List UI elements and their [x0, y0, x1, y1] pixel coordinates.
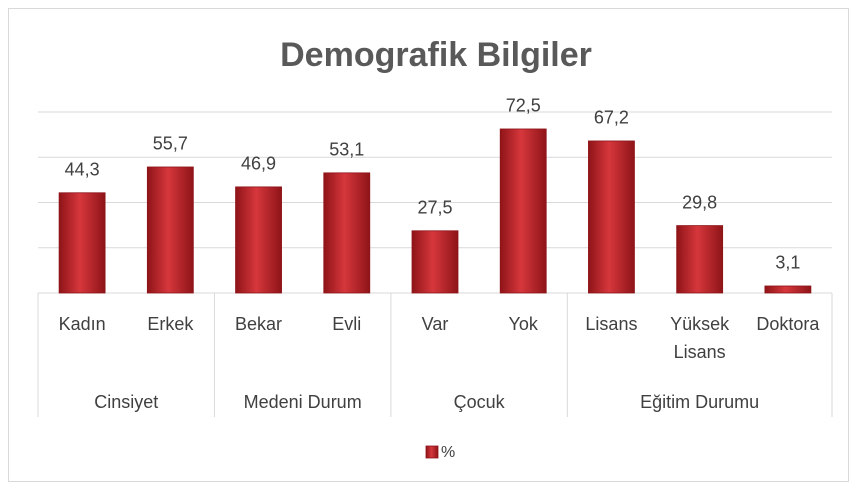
- x-tick-label-line: Yok: [509, 314, 539, 334]
- group-label: Eğitim Durumu: [640, 392, 759, 412]
- bar: [499, 128, 547, 294]
- data-label: 29,8: [682, 192, 717, 212]
- x-tick-label-line: Var: [422, 314, 449, 334]
- bar: [146, 166, 194, 294]
- x-tick-label-line: Erkek: [147, 314, 194, 334]
- x-tick-label: Yok: [509, 314, 539, 334]
- legend-label: %: [441, 444, 455, 461]
- group-label: Çocuk: [454, 392, 506, 412]
- data-label: 27,5: [417, 198, 452, 218]
- x-tick-label-line: Lisans: [585, 314, 637, 334]
- data-label: 46,9: [241, 154, 276, 174]
- x-tick-label-line: Lisans: [674, 342, 726, 362]
- data-label: 3,1: [775, 253, 800, 273]
- data-label: 72,5: [506, 96, 541, 116]
- bar: [676, 225, 724, 294]
- bar: [411, 230, 459, 294]
- group-label: Medeni Durum: [244, 392, 362, 412]
- bar: [764, 285, 812, 294]
- x-tick-label: Doktora: [756, 314, 820, 334]
- group-label: Cinsiyet: [94, 392, 158, 412]
- x-tick-label: Bekar: [235, 314, 282, 334]
- data-label: 67,2: [594, 108, 629, 128]
- data-label: 53,1: [329, 140, 364, 160]
- x-tick-label-line: Evli: [332, 314, 361, 334]
- data-label: 44,3: [65, 160, 100, 180]
- bar: [235, 186, 282, 294]
- x-tick-label: Erkek: [147, 314, 194, 334]
- x-tick-label-line: Doktora: [756, 314, 820, 334]
- bar: [58, 192, 106, 294]
- x-tick-label-line: Bekar: [235, 314, 282, 334]
- bar: [588, 140, 635, 294]
- bar: [323, 172, 371, 294]
- x-tick-label: Yüksek Lisans: [670, 314, 730, 362]
- x-tick-label: Evli: [332, 314, 361, 334]
- legend-swatch: [425, 445, 439, 459]
- x-tick-label: Lisans: [585, 314, 637, 334]
- x-tick-label-line: Yüksek: [670, 314, 730, 334]
- chart-title: Demografik Bilgiler: [280, 36, 592, 74]
- x-tick-label: Var: [422, 314, 449, 334]
- data-label: 55,7: [153, 134, 188, 154]
- x-tick-label-line: Kadın: [59, 314, 106, 334]
- x-tick-label: Kadın: [59, 314, 106, 334]
